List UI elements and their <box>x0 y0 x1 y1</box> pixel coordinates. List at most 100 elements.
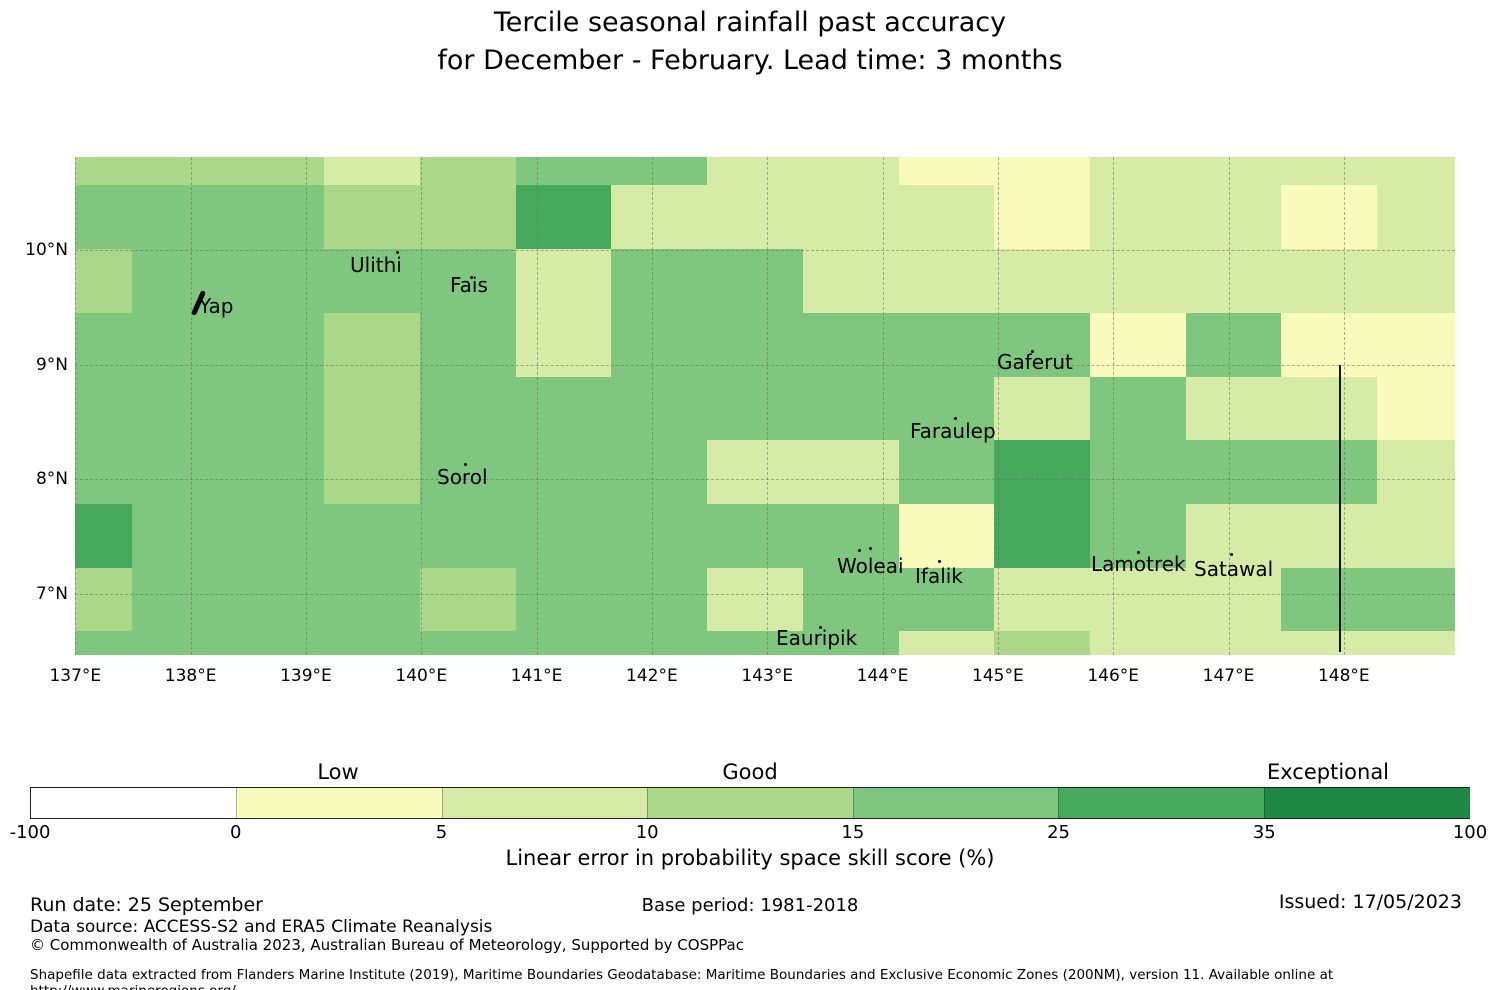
colorbar-tick-label: 10 <box>635 822 659 843</box>
grid-cell <box>228 312 324 377</box>
grid-cell <box>323 376 420 441</box>
grid-cell <box>707 157 803 186</box>
y-tick-label: 10°N <box>25 239 68 260</box>
grid-cell <box>420 185 516 250</box>
grid-cell <box>611 504 707 568</box>
grid-cell <box>515 312 612 377</box>
grid-cell <box>228 567 324 632</box>
grid-cell <box>1090 631 1186 655</box>
grid-cell <box>707 312 803 377</box>
colorbar-segment <box>236 788 443 818</box>
grid-cell <box>228 376 324 441</box>
grid-cell <box>994 376 1090 441</box>
grid-cell <box>1377 249 1455 313</box>
grid-cell <box>1090 157 1186 186</box>
grid-cell <box>75 440 132 504</box>
grid-cell <box>898 185 994 250</box>
footer-base-period: Base period: 1981-2018 <box>641 895 859 916</box>
grid-cell <box>898 631 994 655</box>
parallel-gridline <box>75 479 1455 481</box>
colorbar-tick-label: 35 <box>1252 822 1276 843</box>
meridian-gridline <box>305 157 307 655</box>
x-tick-label: 144°E <box>856 666 909 686</box>
island-label: Eauripik <box>776 626 858 650</box>
grid-cell <box>323 567 420 632</box>
grid-cell <box>75 504 132 568</box>
grid-cell <box>1185 157 1281 186</box>
island-dot <box>858 549 861 552</box>
grid-cell <box>1185 312 1281 377</box>
parallel-gridline <box>75 593 1455 595</box>
grid-cell <box>75 157 132 186</box>
grid-cell <box>1281 312 1377 377</box>
x-tick-label: 138°E <box>164 666 217 686</box>
grid-cell <box>420 249 516 313</box>
grid-cell <box>611 440 707 504</box>
grid-cell <box>228 440 324 504</box>
grid-cell <box>1281 185 1377 250</box>
grid-cell <box>898 376 994 441</box>
island-dot <box>869 547 872 550</box>
x-tick-label: 146°E <box>1087 666 1140 686</box>
grid-cell <box>132 376 228 441</box>
grid-cell <box>1185 249 1281 313</box>
grid-cell <box>994 157 1090 186</box>
island-label: Gaferut <box>997 350 1073 374</box>
grid-cell <box>1090 249 1186 313</box>
grid-cell <box>228 185 324 250</box>
x-tick-label: 142°E <box>626 666 678 686</box>
island-dot <box>470 276 473 279</box>
grid-cell <box>515 376 612 441</box>
grid-cell <box>707 249 803 313</box>
grid-cell <box>420 504 516 568</box>
colorbar-tick-label: 100 <box>1452 822 1488 843</box>
grid-cell <box>1185 185 1281 250</box>
meridian-gridline <box>767 157 769 655</box>
grid-cell <box>1281 567 1377 632</box>
x-tick-label: 148°E <box>1317 666 1370 686</box>
island-label: Sorol <box>437 465 488 489</box>
grid-cell <box>1377 376 1455 441</box>
grid-cell <box>611 185 707 250</box>
island-dot <box>1230 553 1233 556</box>
grid-cell <box>1377 504 1455 568</box>
grid-cell <box>75 376 132 441</box>
grid-cell <box>132 440 228 504</box>
grid-cell <box>132 249 228 313</box>
grid-cell <box>420 631 516 655</box>
grid-cell <box>420 157 516 186</box>
grid-cell <box>132 312 228 377</box>
grid-cell <box>898 504 994 568</box>
grid-cell <box>75 631 132 655</box>
grid-cell <box>228 157 324 186</box>
island-dot <box>938 560 941 563</box>
grid-cell <box>132 157 228 186</box>
colorbar-tick-label: 0 <box>229 822 242 843</box>
grid-cell <box>1090 504 1186 568</box>
chart-title-line2: for December - February. Lead time: 3 mo… <box>437 45 1063 76</box>
meridian-gridline <box>536 157 538 655</box>
grid-cell <box>75 567 132 632</box>
grid-cell <box>803 185 899 250</box>
colorbar-tick-label: 5 <box>435 822 448 843</box>
grid-cell <box>994 312 1090 377</box>
grid-cell <box>420 376 516 441</box>
grid-cell <box>1377 312 1455 377</box>
y-tick-label: 7°N <box>35 583 68 604</box>
grid-cell <box>515 249 612 313</box>
colorbar-tick-label: 15 <box>841 822 865 843</box>
grid-cell <box>420 440 516 504</box>
island-dot <box>1031 350 1034 353</box>
footer-copyright: © Commonwealth of Australia 2023, Austra… <box>30 936 744 954</box>
grid-cell <box>1090 376 1186 441</box>
grid-cell <box>75 185 132 250</box>
grid-cell <box>611 376 707 441</box>
grid-cell <box>611 312 707 377</box>
grid-cell <box>898 567 994 632</box>
grid-cell <box>898 312 994 377</box>
parallel-gridline <box>75 364 1455 366</box>
meridian-gridline <box>75 157 77 655</box>
grid-cell <box>132 504 228 568</box>
grid-cell <box>803 631 899 655</box>
island-label: Ifalik <box>915 564 963 588</box>
